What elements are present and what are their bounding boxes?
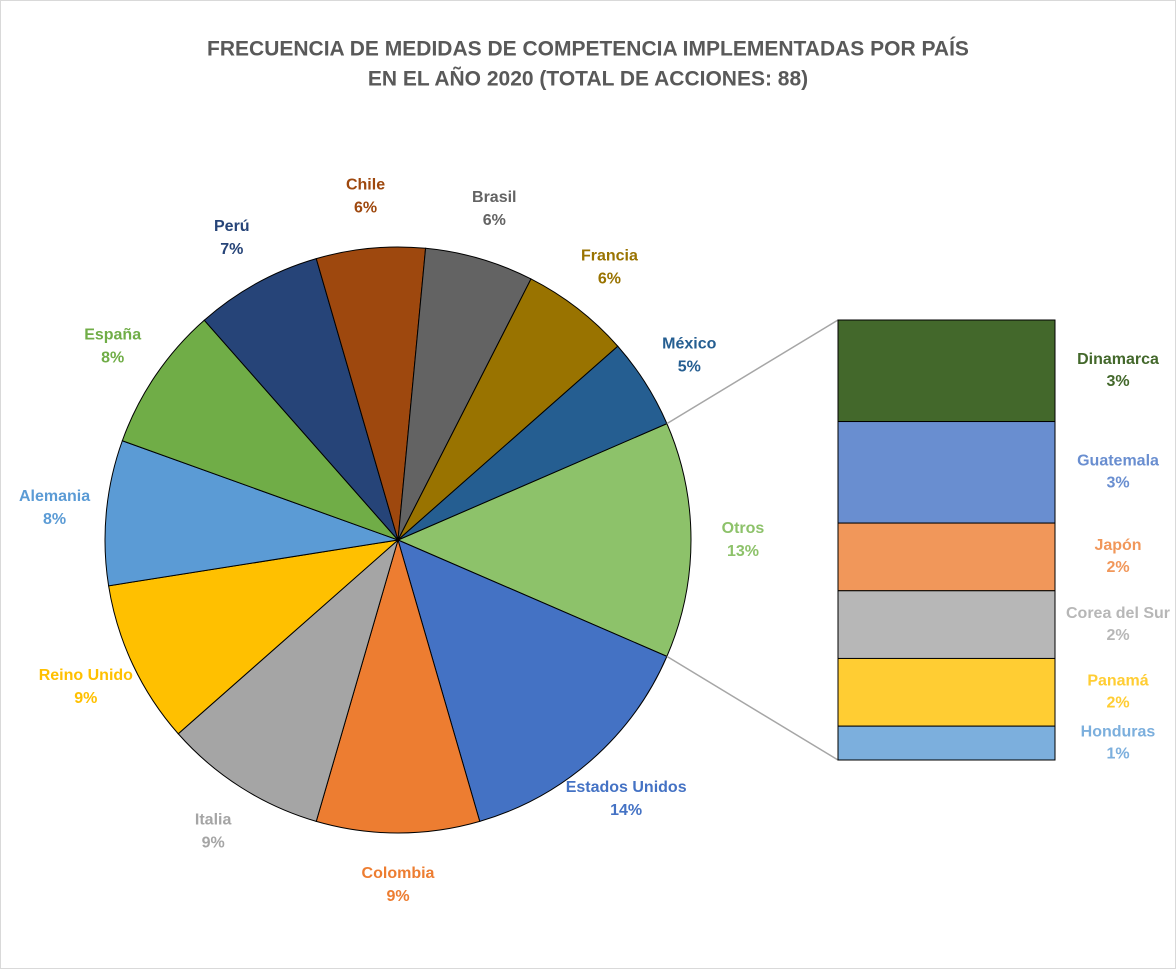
- segment-value-label: 3%: [1106, 475, 1129, 492]
- slice-value-label: 7%: [220, 241, 243, 258]
- pie-slice: [177, 538, 399, 822]
- chart-title: FRECUENCIA DE MEDIDAS DE COMPETENCIA IMP…: [207, 38, 969, 61]
- slice-label: Italia: [195, 812, 232, 829]
- segment-value-label: 3%: [1106, 373, 1129, 390]
- segment-label: Corea del Sur: [1066, 605, 1170, 622]
- bar-segment: [837, 725, 1056, 761]
- slice-label: Colombia: [362, 865, 435, 882]
- bar-segment: [837, 522, 1056, 592]
- segment-label: Guatemala: [1077, 453, 1159, 470]
- segment-label: Dinamarca: [1077, 351, 1159, 368]
- slice-label: Perú: [214, 218, 250, 235]
- slice-label: Francia: [581, 248, 638, 265]
- bar-segment: [837, 590, 1056, 659]
- segment-label: Honduras: [1081, 723, 1156, 740]
- pie-slice: [396, 422, 692, 658]
- slice-value-label: 5%: [678, 358, 701, 375]
- bar-segment: [837, 657, 1056, 727]
- segment-value-label: 1%: [1106, 745, 1129, 762]
- slice-label: Alemania: [19, 488, 90, 505]
- segment-value-label: 2%: [1106, 695, 1129, 712]
- slice-value-label: 8%: [43, 511, 66, 528]
- slice-label: Estados Unidos: [566, 779, 687, 796]
- slice-value-label: 9%: [386, 888, 409, 905]
- bar-segment: [837, 421, 1056, 524]
- slice-value-label: 9%: [74, 690, 97, 707]
- connector-line: [666, 655, 839, 761]
- slice-value-label: 14%: [610, 802, 642, 819]
- pie-slice: [121, 319, 399, 541]
- slice-value-label: 8%: [101, 349, 124, 366]
- slice-value-label: 6%: [598, 271, 621, 288]
- slice-label: México: [662, 335, 716, 352]
- pie-slice: [397, 539, 668, 822]
- slice-label: Brasil: [472, 189, 516, 206]
- slice-value-label: 6%: [354, 200, 377, 217]
- slice-label: Chile: [346, 177, 385, 194]
- slice-label: España: [84, 326, 141, 343]
- pie-slice: [203, 258, 399, 541]
- slice-value-label: 6%: [483, 212, 506, 229]
- segment-label: Japón: [1094, 537, 1141, 554]
- slice-value-label: 13%: [727, 543, 759, 560]
- pie-slice: [108, 539, 400, 735]
- pie-slice: [104, 440, 399, 587]
- segment-label: Panamá: [1087, 673, 1148, 690]
- segment-value-label: 2%: [1106, 559, 1129, 576]
- slice-value-label: 9%: [202, 835, 225, 852]
- chart-title: EN EL AÑO 2020 (TOTAL DE ACCIONES: 88): [368, 68, 808, 91]
- pie-slice: [315, 538, 481, 834]
- slice-label: Otros: [722, 520, 765, 537]
- slice-label: Reino Unido: [39, 667, 133, 684]
- connector-line: [666, 319, 839, 425]
- bar-segment: [837, 319, 1056, 423]
- segment-value-label: 2%: [1106, 627, 1129, 644]
